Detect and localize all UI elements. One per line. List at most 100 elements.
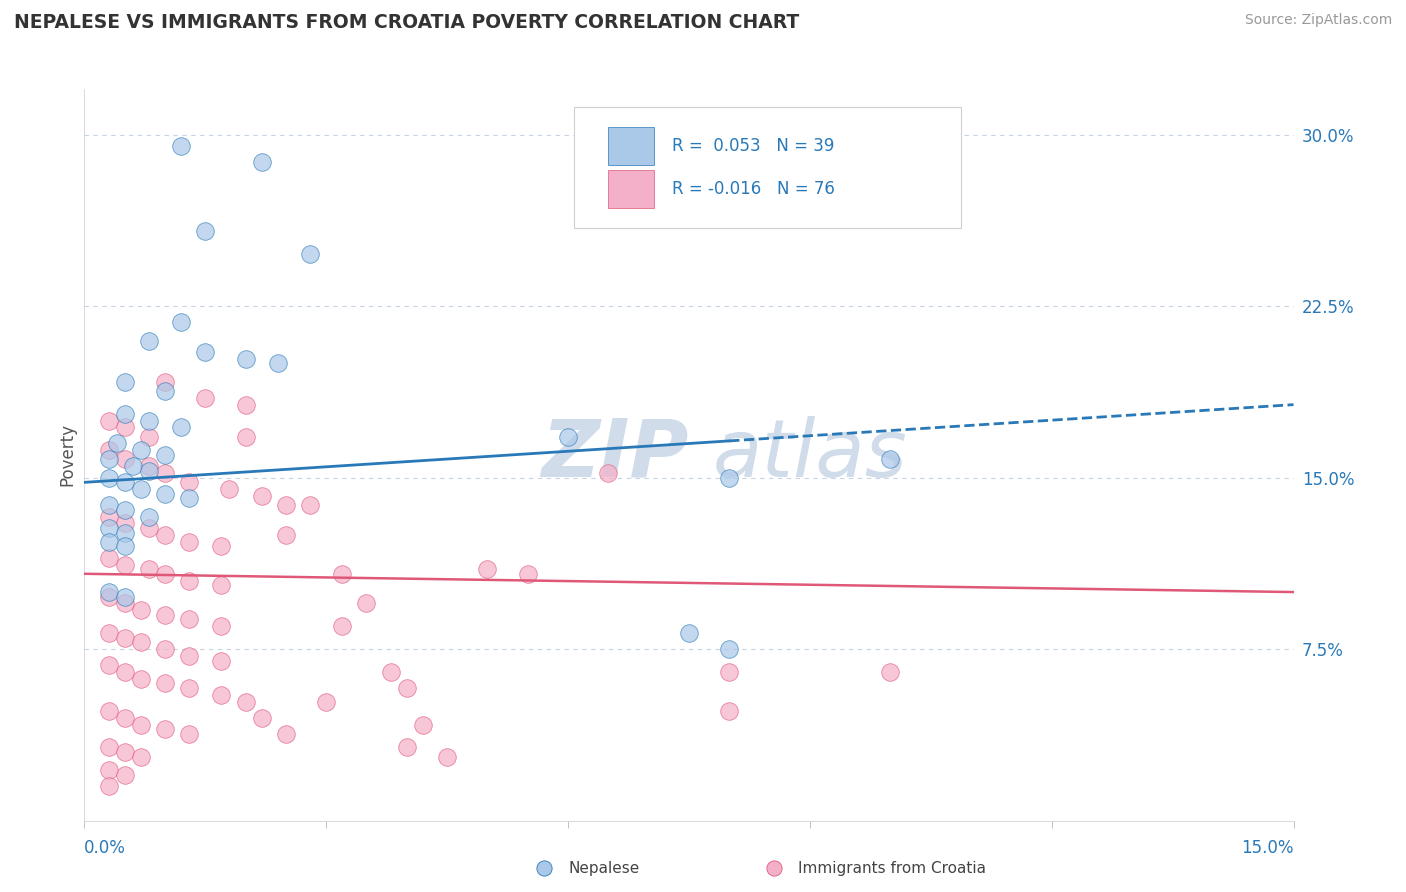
Point	[129, 717, 152, 731]
Point	[170, 420, 193, 434]
Text: 0.0%: 0.0%	[84, 838, 127, 857]
Point	[97, 521, 120, 535]
FancyBboxPatch shape	[607, 169, 654, 208]
Point	[194, 391, 217, 405]
Point	[330, 566, 353, 581]
Point	[114, 597, 136, 611]
Text: atlas: atlas	[713, 416, 908, 494]
Point	[250, 155, 273, 169]
Point	[129, 672, 152, 686]
Point	[879, 665, 901, 679]
Text: R =  0.053   N = 39: R = 0.053 N = 39	[672, 136, 834, 154]
Text: NEPALESE VS IMMIGRANTS FROM CROATIA POVERTY CORRELATION CHART: NEPALESE VS IMMIGRANTS FROM CROATIA POVE…	[14, 13, 799, 32]
Point	[598, 466, 620, 480]
Point	[114, 539, 136, 553]
Text: 15.0%: 15.0%	[1241, 838, 1294, 857]
Point	[179, 534, 201, 549]
Point	[209, 619, 232, 633]
Point	[138, 459, 160, 474]
Point	[153, 528, 176, 542]
Point	[194, 345, 217, 359]
Point	[170, 315, 193, 329]
Point	[138, 562, 160, 576]
Point	[114, 420, 136, 434]
Point	[97, 590, 120, 604]
Point	[114, 665, 136, 679]
Point	[209, 539, 232, 553]
Point	[299, 498, 322, 512]
Point	[436, 749, 458, 764]
Point	[315, 695, 337, 709]
Point	[179, 649, 201, 664]
Point	[678, 626, 700, 640]
Point	[274, 498, 297, 512]
Point	[153, 487, 176, 501]
Point	[97, 452, 120, 467]
Point	[179, 574, 201, 588]
Point	[114, 711, 136, 725]
FancyBboxPatch shape	[607, 127, 654, 164]
Point	[114, 768, 136, 782]
Point	[235, 695, 257, 709]
Point	[299, 246, 322, 260]
Point	[557, 429, 579, 443]
Point	[105, 436, 128, 450]
Point	[153, 566, 176, 581]
Point	[114, 475, 136, 490]
Point	[395, 681, 418, 695]
Point	[97, 534, 120, 549]
Point	[97, 414, 120, 428]
Point	[179, 613, 201, 627]
Point	[274, 727, 297, 741]
Point	[274, 528, 297, 542]
Point	[153, 384, 176, 398]
Point	[97, 740, 120, 755]
Point	[97, 498, 120, 512]
Point	[138, 414, 160, 428]
Point	[138, 464, 160, 478]
Point	[129, 482, 152, 496]
Point	[179, 491, 201, 506]
Point	[97, 704, 120, 718]
Point	[138, 334, 160, 348]
Point	[194, 224, 217, 238]
Point	[97, 471, 120, 485]
Point	[138, 509, 160, 524]
Point	[380, 665, 402, 679]
Point	[153, 375, 176, 389]
Point	[138, 521, 160, 535]
Point	[235, 351, 257, 366]
Point	[170, 139, 193, 153]
Point	[153, 676, 176, 690]
Point	[153, 723, 176, 737]
Point	[138, 429, 160, 443]
Point	[97, 626, 120, 640]
FancyBboxPatch shape	[574, 108, 962, 228]
Text: R = -0.016   N = 76: R = -0.016 N = 76	[672, 179, 835, 198]
Point	[412, 717, 434, 731]
Point	[477, 562, 499, 576]
Point	[153, 642, 176, 657]
Text: Source: ZipAtlas.com: Source: ZipAtlas.com	[1244, 13, 1392, 28]
Text: ZIP: ZIP	[541, 416, 689, 494]
Point	[516, 566, 538, 581]
Point	[114, 516, 136, 531]
Point	[209, 688, 232, 702]
Point	[209, 578, 232, 592]
Point	[114, 502, 136, 516]
Point	[330, 619, 353, 633]
Point	[209, 654, 232, 668]
Point	[718, 471, 741, 485]
Point	[179, 475, 201, 490]
Point	[250, 489, 273, 503]
Point	[121, 459, 143, 474]
Point	[218, 482, 240, 496]
Point	[114, 590, 136, 604]
Point	[114, 525, 136, 540]
Point	[114, 375, 136, 389]
Point	[267, 356, 290, 371]
Point	[114, 407, 136, 421]
Point	[235, 429, 257, 443]
Point	[97, 443, 120, 458]
Text: Nepalese: Nepalese	[568, 861, 640, 876]
